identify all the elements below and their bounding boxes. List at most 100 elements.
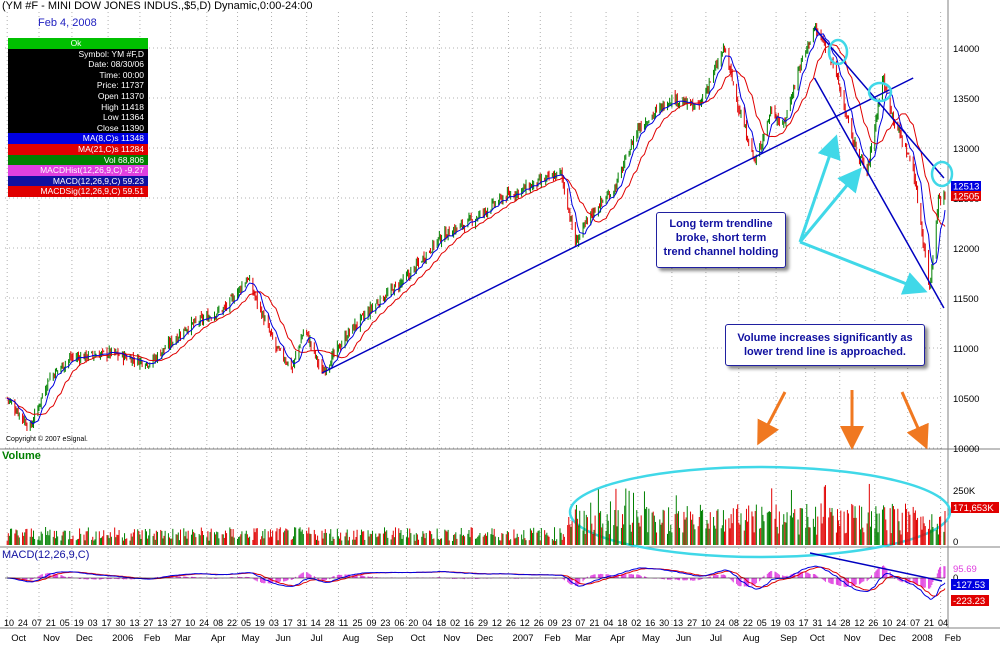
x-day-label: 24 [715, 618, 725, 628]
x-day-label: 18 [436, 618, 446, 628]
price-tick-label: 10500 [953, 394, 979, 405]
x-day-label: 23 [380, 618, 390, 628]
x-day-label: 28 [840, 618, 850, 628]
x-day-label: 24 [199, 618, 209, 628]
x-month-label: Jul [311, 633, 323, 644]
trendline [321, 77, 914, 374]
x-day-label: 09 [366, 618, 376, 628]
x-day-label: 10 [4, 618, 14, 628]
trendline [813, 77, 945, 309]
x-day-label: 10 [701, 618, 711, 628]
x-day-label: 30 [116, 618, 126, 628]
x-day-label: 17 [102, 618, 112, 628]
volume-ellipse [568, 465, 952, 559]
x-day-label: 12 [492, 618, 502, 628]
x-month-label: 2007 [512, 633, 533, 644]
macd-tag-bg [951, 579, 989, 590]
macd-signal-line [7, 566, 946, 597]
orange-arrow [900, 391, 929, 450]
x-day-label: 19 [255, 618, 265, 628]
x-day-label: 23 [562, 618, 572, 628]
x-day-label: 22 [227, 618, 237, 628]
x-month-label: Aug [743, 633, 760, 644]
cursor-ok-button[interactable]: Ok [8, 38, 148, 49]
x-day-label: 16 [464, 618, 474, 628]
cursor-row: Close 11390 [8, 122, 148, 134]
x-day-label: 12 [854, 618, 864, 628]
price-tag-bg [951, 191, 981, 201]
x-day-label: 13 [129, 618, 139, 628]
x-day-label: 21 [924, 618, 934, 628]
cyan-arrow [798, 134, 841, 243]
x-day-label: 24 [896, 618, 906, 628]
macd-tag-bg [951, 563, 979, 574]
volume-label: Volume [2, 450, 41, 462]
macd-label: MACD(12,26,9,C) [2, 549, 90, 561]
macd-line [7, 565, 946, 600]
x-day-label: 03 [269, 618, 279, 628]
chart-date: Feb 4, 2008 [38, 17, 97, 29]
cursor-row: Symbol: YM #F,D [8, 48, 148, 60]
x-day-label: 04 [938, 618, 948, 628]
price-tick-label: 12000 [953, 244, 979, 255]
x-month-label: Jun [676, 633, 691, 644]
x-month-label: Apr [211, 633, 226, 644]
x-day-label: 06 [394, 618, 404, 628]
volume-tag-label: 171,653K [953, 503, 994, 514]
x-month-label: Feb [144, 633, 160, 644]
x-day-label: 26 [506, 618, 516, 628]
x-day-label: 27 [143, 618, 153, 628]
price-tick-label: 11000 [953, 344, 979, 355]
x-day-label: 26 [868, 618, 878, 628]
x-month-label: Dec [476, 633, 493, 644]
x-day-label: 28 [325, 618, 335, 628]
cyan-circle [867, 81, 893, 103]
cursor-row: Price: 11737 [8, 80, 148, 91]
cursor-row: Time: 00:00 [8, 69, 148, 81]
x-day-label: 02 [450, 618, 460, 628]
x-month-label: Mar [175, 633, 191, 644]
x-month-label: Oct [810, 633, 825, 644]
volume-tag-bg [951, 502, 999, 513]
volume-tick-label: 0 [953, 537, 958, 548]
price-tag-bg [951, 181, 981, 191]
x-day-label: 13 [673, 618, 683, 628]
trendlines [321, 27, 945, 374]
cursor-row: High 11418 [8, 101, 148, 113]
cursor-row: MA(21,C)s 11284 [8, 143, 148, 155]
ma21-line [6, 44, 946, 416]
x-month-label: Sep [376, 633, 393, 644]
x-month-label: Sep [780, 633, 797, 644]
price-tag-label: 12513 [953, 182, 979, 193]
x-day-label: 07 [576, 618, 586, 628]
x-day-label: 08 [729, 618, 739, 628]
price-tag-label: 12505 [953, 192, 979, 203]
annotations [757, 38, 954, 450]
x-month-label: Oct [410, 633, 425, 644]
x-day-label: 26 [534, 618, 544, 628]
cursor-row: MACD(12,26,9,C) 59.23 [8, 175, 148, 187]
x-day-label: 18 [617, 618, 627, 628]
cursor-row: Low 11364 [8, 112, 148, 123]
cyan-circle [930, 160, 954, 188]
volume-callout: Volume increases significantly as lower … [725, 324, 925, 366]
x-day-label: 17 [283, 618, 293, 628]
x-day-label: 21 [46, 618, 56, 628]
x-day-label: 19 [74, 618, 84, 628]
cursor-row: Vol 68,806 [8, 154, 148, 166]
x-month-label: Dec [76, 633, 93, 644]
trendline [813, 27, 945, 179]
x-day-label: 10 [185, 618, 195, 628]
x-month-label: Dec [879, 633, 896, 644]
x-day-label: 11 [339, 618, 348, 628]
trendline-callout: Long term trendline broke, short term tr… [656, 212, 786, 268]
x-month-label: Nov [43, 633, 60, 644]
cursor-row: Open 11370 [8, 90, 148, 102]
x-day-label: 24 [18, 618, 28, 628]
x-day-label: 05 [241, 618, 251, 628]
x-month-label: Apr [610, 633, 625, 644]
price-tick-label: 13500 [953, 94, 979, 105]
x-day-label: 22 [743, 618, 753, 628]
orange-arrow [757, 391, 787, 446]
